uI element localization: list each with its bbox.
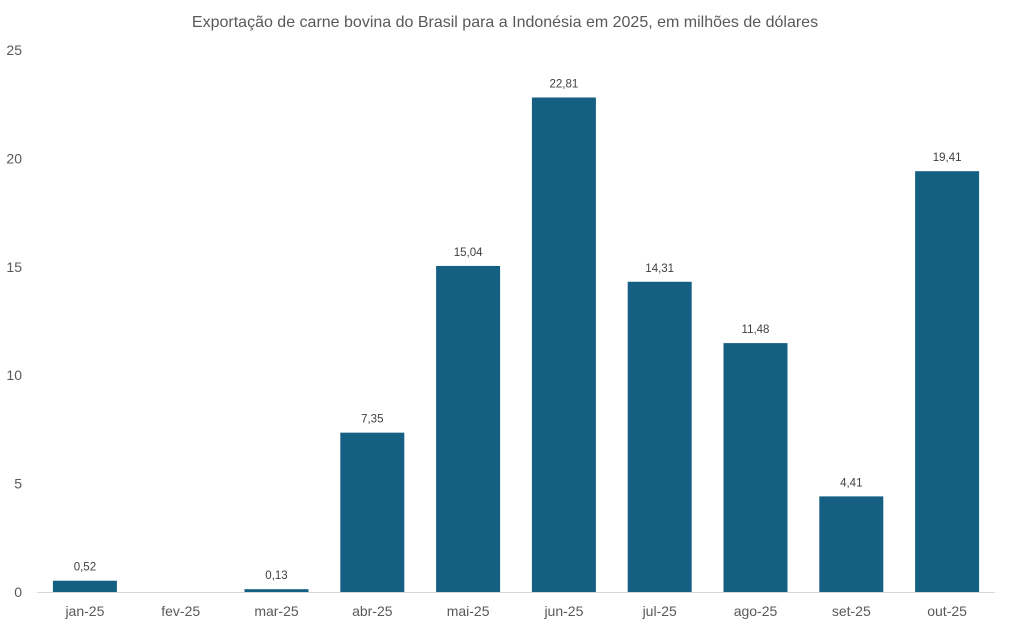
y-tick-label: 5 <box>14 476 22 492</box>
x-tick-label: fev-25 <box>161 603 200 619</box>
bar-out-25 <box>915 171 980 592</box>
data-label: 7,35 <box>361 414 383 426</box>
bar-ago-25 <box>723 343 788 592</box>
x-tick-label: jun-25 <box>543 603 583 619</box>
data-label: 11,48 <box>742 324 770 336</box>
data-label: 22,81 <box>550 78 579 90</box>
x-tick-label: set-25 <box>832 603 871 619</box>
data-label: 0,13 <box>265 570 287 582</box>
bar-jan-25 <box>52 580 117 592</box>
x-tick-label: out-25 <box>927 603 967 619</box>
x-tick-label: ago-25 <box>734 603 778 619</box>
y-tick-label: 20 <box>6 150 22 166</box>
bar-abr-25 <box>340 432 405 592</box>
y-tick-label: 0 <box>14 584 22 600</box>
data-label: 19,41 <box>933 152 962 164</box>
data-label: 0,52 <box>74 562 96 574</box>
data-label: 15,04 <box>454 247 483 259</box>
y-tick-label: 25 <box>6 42 22 58</box>
x-tick-label: jan-25 <box>64 603 104 619</box>
data-label: 14,31 <box>645 263 674 275</box>
x-tick-label: mar-25 <box>254 603 299 619</box>
bar-jun-25 <box>531 97 596 593</box>
y-tick-label: 10 <box>6 367 22 383</box>
chart-title: Exportação de carne bovina do Brasil par… <box>192 14 818 31</box>
x-tick-label: mai-25 <box>447 603 490 619</box>
data-label: 4,41 <box>840 477 862 489</box>
bar-mar-25 <box>244 589 309 592</box>
y-tick-label: 15 <box>6 259 22 275</box>
x-tick-label: jul-25 <box>642 603 677 619</box>
bar-jul-25 <box>627 281 692 592</box>
x-tick-label: abr-25 <box>352 603 393 619</box>
bar-set-25 <box>819 496 884 592</box>
bar-mai-25 <box>436 265 501 592</box>
